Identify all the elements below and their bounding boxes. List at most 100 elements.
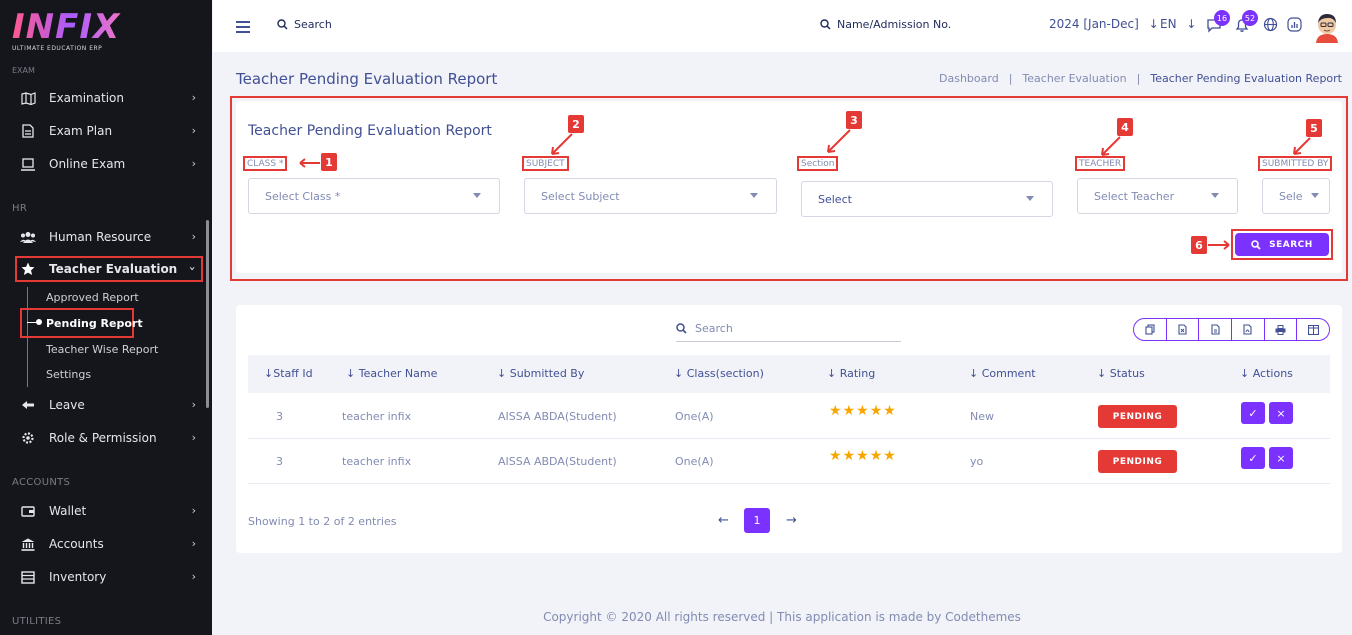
arrow-down-icon: ↓: [1148, 17, 1159, 31]
subject-label: SUBJECT: [522, 156, 569, 171]
sidebar-subitem-teacher-wise-report[interactable]: Teacher Wise Report: [46, 343, 159, 356]
table-info: Showing 1 to 2 of 2 entries: [248, 515, 397, 528]
marker-4: 4: [1117, 118, 1133, 136]
csv-button[interactable]: [1199, 319, 1233, 340]
section-select-value: Select: [818, 192, 852, 206]
sidebar-item-label: Examination: [49, 91, 125, 105]
breadcrumb-current: Teacher Pending Evaluation Report: [1150, 72, 1342, 85]
arrow-right-icon: [1208, 240, 1230, 250]
sidebar-item-exam-plan[interactable]: Exam Plan ›: [20, 119, 200, 143]
sidebar-item-wallet[interactable]: Wallet ›: [20, 499, 200, 523]
export-buttons: [1133, 318, 1330, 341]
globe-button[interactable]: [1263, 17, 1279, 33]
admission-search[interactable]: Name/Admission No.: [820, 18, 951, 31]
table-search-input[interactable]: Search: [676, 316, 901, 342]
search-button-highlight: [1231, 229, 1333, 260]
file-icon: [20, 124, 36, 138]
sidebar-section-accounts: ACCOUNTS: [12, 477, 71, 488]
approve-button[interactable]: ✓: [1241, 402, 1265, 424]
sidebar-subitem-settings[interactable]: Settings: [46, 368, 92, 381]
top-search-label: Search: [294, 18, 332, 31]
row-divider: [248, 438, 1330, 439]
breadcrumb-dashboard[interactable]: Dashboard: [939, 72, 999, 85]
sidebar-item-human-resource[interactable]: Human Resource ›: [20, 225, 200, 249]
close-icon: ×: [1276, 406, 1286, 420]
language-select[interactable]: EN ↓: [1160, 17, 1196, 31]
sort-arrow-icon: ↓: [264, 367, 274, 380]
stats-button[interactable]: [1287, 17, 1303, 33]
sidebar-item-inventory[interactable]: Inventory ›: [20, 565, 200, 589]
laptop-icon: [20, 157, 36, 171]
notification-button[interactable]: 52: [1234, 10, 1258, 33]
bank-icon: [20, 537, 36, 551]
sidebar: INFIX ULTIMATE EDUCATION ERP EXAM Examin…: [0, 0, 212, 635]
arrow-diagonal-icon: [551, 133, 573, 155]
cell-teacher-name: teacher infix: [342, 410, 412, 423]
excel-button[interactable]: [1167, 319, 1200, 340]
sidebar-item-examination[interactable]: Examination ›: [20, 86, 200, 110]
chevron-right-icon: ›: [191, 537, 196, 550]
pagination-next-icon[interactable]: →: [786, 513, 797, 528]
sidebar-item-label: Accounts: [49, 537, 104, 551]
copy-button[interactable]: [1134, 319, 1167, 340]
top-search[interactable]: Search: [277, 18, 332, 31]
star-icon: ★: [856, 448, 870, 464]
footer-text: Copyright © 2020 All rights reserved | T…: [543, 610, 1021, 624]
column-header-actions[interactable]: ↓ Actions: [1240, 367, 1293, 380]
reject-button[interactable]: ×: [1269, 447, 1293, 469]
rating-stars: ★★★★★: [829, 403, 897, 419]
sidebar-item-label: Human Resource: [49, 230, 152, 244]
search-button[interactable]: SEARCH: [1235, 233, 1329, 256]
logo: INFIX ULTIMATE EDUCATION ERP: [12, 8, 132, 58]
message-button[interactable]: 16: [1206, 10, 1230, 33]
breadcrumb-teacher-evaluation[interactable]: Teacher Evaluation: [1022, 72, 1127, 85]
section-select[interactable]: Select: [801, 181, 1053, 217]
sort-arrow-icon: ↓: [1240, 367, 1250, 380]
sidebar-subitem-pending-report[interactable]: Pending Report: [46, 317, 143, 330]
chevron-right-icon: ›: [191, 431, 196, 444]
pagination-prev-icon[interactable]: ←: [718, 513, 729, 528]
teacher-select[interactable]: Select Teacher: [1077, 178, 1238, 214]
sidebar-item-role-permission[interactable]: Role & Permission ›: [20, 426, 200, 450]
sidebar-subitem-approved-report[interactable]: Approved Report: [46, 291, 139, 304]
class-select[interactable]: Select Class *: [248, 178, 500, 214]
sidebar-scrollbar[interactable]: [206, 220, 209, 408]
sort-arrow-icon: ↓: [1097, 367, 1107, 380]
column-header-status[interactable]: ↓ Status: [1097, 367, 1145, 380]
teacher-select-value: Select Teacher: [1094, 189, 1175, 203]
star-icon: ★: [842, 403, 857, 419]
column-header-submitted-by[interactable]: ↓ Submitted By: [497, 367, 584, 380]
topbar: Search Name/Admission No. 2024 [Jan-Dec]…: [213, 0, 1352, 52]
pdf-button[interactable]: [1232, 319, 1265, 340]
submitted-by-select[interactable]: Sele: [1262, 178, 1330, 214]
reject-button[interactable]: ×: [1269, 402, 1293, 424]
sidebar-item-teacher-evaluation[interactable]: Teacher Evaluation ›: [15, 256, 203, 282]
sidebar-item-leave[interactable]: Leave ›: [20, 393, 200, 417]
chevron-right-icon: ›: [191, 91, 196, 104]
sidebar-item-accounts[interactable]: Accounts ›: [20, 532, 200, 556]
row-divider: [248, 483, 1330, 484]
sidebar-item-online-exam[interactable]: Online Exam ›: [20, 152, 200, 176]
notification-badge: 52: [1242, 10, 1258, 26]
hamburger-menu-icon[interactable]: [236, 21, 250, 33]
arrow-diagonal-icon: [1101, 136, 1121, 156]
csv-icon: [1211, 324, 1220, 335]
avatar[interactable]: [1313, 11, 1341, 43]
pagination-page[interactable]: 1: [744, 508, 770, 533]
column-header-staff-id[interactable]: ↓Staff Id: [264, 367, 313, 380]
column-header-comment[interactable]: ↓ Comment: [969, 367, 1036, 380]
column-header-teacher-name[interactable]: ↓ Teacher Name: [346, 367, 437, 380]
column-header-class-section[interactable]: ↓ Class(section): [674, 367, 764, 380]
globe-icon: [1263, 17, 1278, 32]
column-header-rating[interactable]: ↓ Rating: [827, 367, 875, 380]
print-button[interactable]: [1265, 319, 1298, 340]
academic-year-select[interactable]: 2024 [Jan-Dec] ↓: [1049, 17, 1159, 31]
columns-button[interactable]: [1297, 319, 1329, 340]
wallet-icon: [20, 504, 36, 518]
class-select-value: Select Class *: [265, 189, 341, 203]
cell-class-section: One(A): [675, 455, 714, 468]
subject-select[interactable]: Select Subject: [524, 178, 777, 214]
approve-button[interactable]: ✓: [1241, 447, 1265, 469]
check-icon: ✓: [1248, 451, 1258, 465]
star-icon: ★: [829, 448, 843, 464]
